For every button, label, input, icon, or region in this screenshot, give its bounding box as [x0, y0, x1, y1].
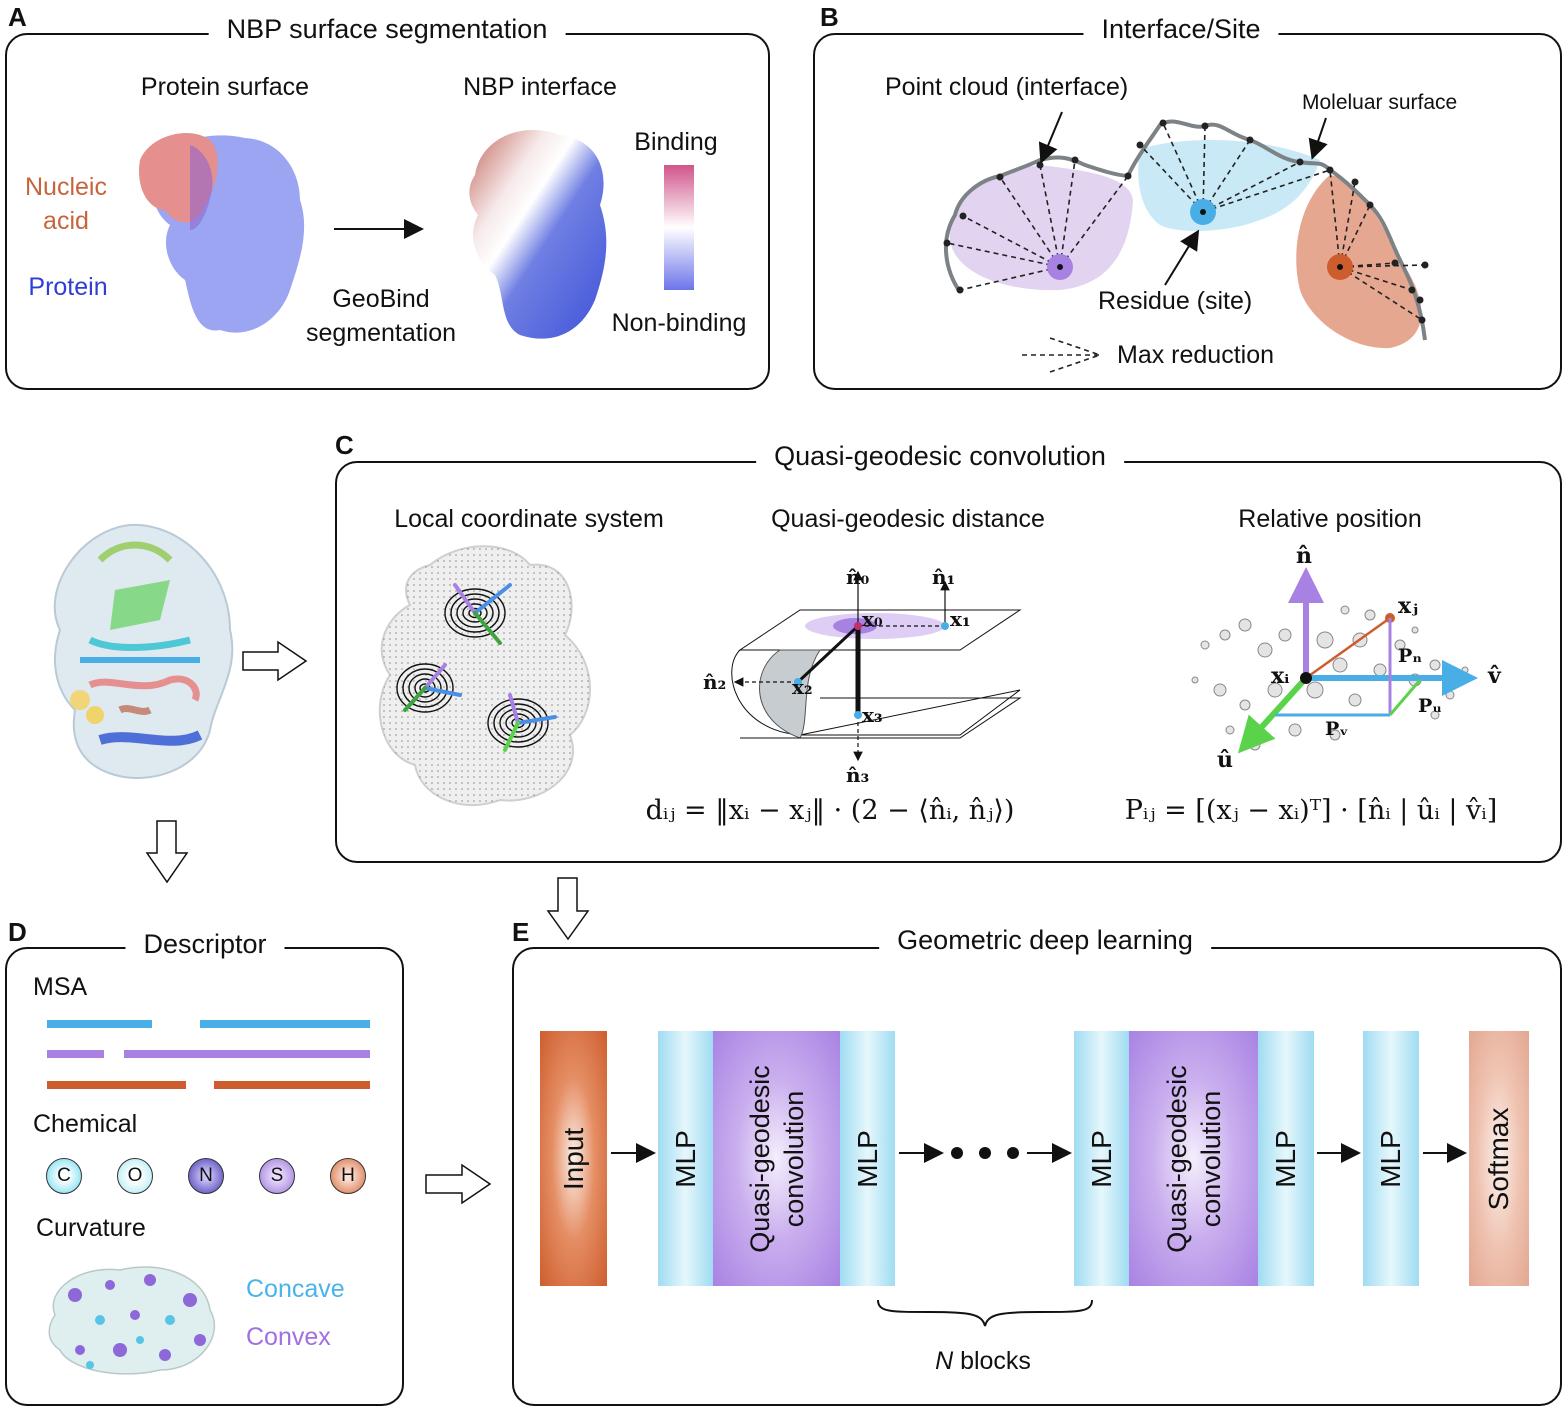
nbp-interface-blob	[469, 129, 607, 339]
arrow-c-to-e	[546, 877, 590, 941]
formula-distance: dᵢⱼ = ‖xᵢ − xⱼ‖ · (2 − ⟨n̂ᵢ, n̂ⱼ⟩)	[645, 795, 1015, 826]
xj-label: xⱼ	[1398, 593, 1419, 619]
surface-points	[943, 119, 1429, 324]
interface-region-purple	[949, 165, 1133, 291]
panel-d-title: Descriptor	[125, 929, 285, 960]
panel-d-letter: D	[8, 917, 27, 947]
n2-label: n̂₂	[703, 670, 727, 694]
atom-h: H	[330, 1158, 366, 1194]
n-blocks-label: N blocks	[935, 1347, 1031, 1375]
binding-colorbar	[664, 165, 694, 290]
rays-purple	[946, 159, 1129, 291]
max-reduction-label: Max reduction	[1117, 341, 1275, 369]
nucleic-acid-label: Nucleic acid	[25, 173, 107, 235]
mlp-block: MLP	[1258, 1031, 1314, 1286]
atom-n: N	[188, 1158, 224, 1194]
n0-label: n̂₀	[846, 565, 870, 589]
msa-bar	[47, 1020, 152, 1028]
panel-b-letter: B	[820, 2, 839, 32]
qgc-block: Quasi-geodesic convolution	[1129, 1031, 1258, 1286]
ellipsis-dot	[979, 1147, 991, 1159]
arrow-to-c	[242, 640, 308, 682]
arrow-to-d	[145, 820, 189, 884]
msa-bar	[200, 1020, 370, 1028]
x3-label: x₃	[862, 703, 883, 727]
point-cloud-label: Point cloud (interface)	[885, 73, 1129, 101]
convex-label: Convex	[246, 1323, 331, 1351]
chemical-label: Chemical	[33, 1110, 138, 1138]
qg-distance-graphic	[731, 570, 1022, 762]
residue-site-label: Residue (site)	[1098, 287, 1253, 315]
panel-a-title: NBP surface segmentation	[208, 14, 566, 45]
max-reduction-legend	[1022, 337, 1101, 373]
pn-label: Pₙ	[1398, 645, 1423, 667]
qgc-block: Quasi-geodesic convolution	[713, 1031, 840, 1286]
rays-blue	[1139, 122, 1331, 213]
msa-bars	[47, 1020, 370, 1089]
panel-a-graphics	[139, 129, 694, 339]
n1-label: n̂₁	[932, 565, 956, 589]
panel-c-title: Quasi-geodesic convolution	[756, 441, 1124, 472]
mlp-block: MLP	[840, 1031, 895, 1286]
concave-label: Concave	[246, 1275, 345, 1303]
panel-b-graphics	[943, 111, 1429, 373]
msa-bar	[214, 1081, 370, 1089]
relative-position-graphic	[1191, 567, 1478, 754]
msa-label: MSA	[33, 973, 88, 1001]
protein-label: Protein	[28, 273, 108, 301]
atom-c: C	[46, 1158, 82, 1194]
panel-e-letter: E	[512, 917, 530, 947]
u-hat-label: û	[1217, 747, 1233, 773]
ellipsis-dot	[1007, 1147, 1019, 1159]
pv-label: Pᵥ	[1325, 718, 1349, 740]
msa-bar	[47, 1081, 186, 1089]
curvature-label: Curvature	[36, 1214, 146, 1242]
mlp-block: MLP	[1074, 1031, 1129, 1286]
arrow-d-to-e	[425, 1163, 492, 1205]
curvature-surface	[48, 1266, 216, 1375]
n-hat-label: n̂	[1296, 543, 1312, 569]
msa-bar	[124, 1050, 370, 1058]
n3-label: n̂₃	[846, 763, 870, 787]
interface-region-blue	[1138, 140, 1320, 232]
xi-label: xᵢ	[1271, 663, 1290, 689]
panel-a-letter: A	[8, 2, 27, 32]
input-block: Input	[540, 1031, 607, 1286]
formula-position: Pᵢⱼ = [(xⱼ − xᵢ)ᵀ] · [n̂ᵢ | ûᵢ | v̂ᵢ]	[1124, 795, 1498, 826]
atom-s: S	[259, 1158, 295, 1194]
non-binding-label: Non-binding	[611, 309, 747, 337]
local-coord-label: Local coordinate system	[394, 505, 664, 533]
nbp-interface-label: NBP interface	[463, 73, 617, 101]
x0-label: x₀	[862, 607, 883, 631]
protein-cartoon	[53, 523, 234, 779]
molecular-surface-label: Moleluar surface	[1302, 91, 1458, 114]
protein-surface-label: Protein surface	[140, 73, 310, 101]
binding-label: Binding	[634, 128, 718, 156]
n-blocks-brace	[877, 1299, 1093, 1327]
msa-bar	[47, 1050, 104, 1058]
mlp-block: MLP	[1363, 1031, 1419, 1286]
atom-o: O	[117, 1158, 153, 1194]
softmax-block: Softmax	[1469, 1031, 1529, 1286]
panel-c-letter: C	[335, 430, 354, 460]
panel-b-title: Interface/Site	[1083, 14, 1279, 45]
panel-e-title: Geometric deep learning	[879, 925, 1211, 956]
mlp-block: MLP	[658, 1031, 713, 1286]
relative-position-label: Relative position	[1238, 505, 1422, 533]
qg-distance-label: Quasi-geodesic distance	[771, 505, 1045, 533]
v-hat-label: v̂	[1488, 663, 1501, 689]
pu-label: Pᵤ	[1418, 695, 1443, 717]
local-coord-graphic	[378, 545, 591, 806]
x2-label: x₂	[792, 675, 813, 699]
x1-label: x₁	[950, 607, 971, 631]
ellipsis-dot	[951, 1147, 963, 1159]
geobind-label: GeoBind segmentation	[305, 285, 457, 347]
interface-region-orange	[1296, 175, 1422, 349]
